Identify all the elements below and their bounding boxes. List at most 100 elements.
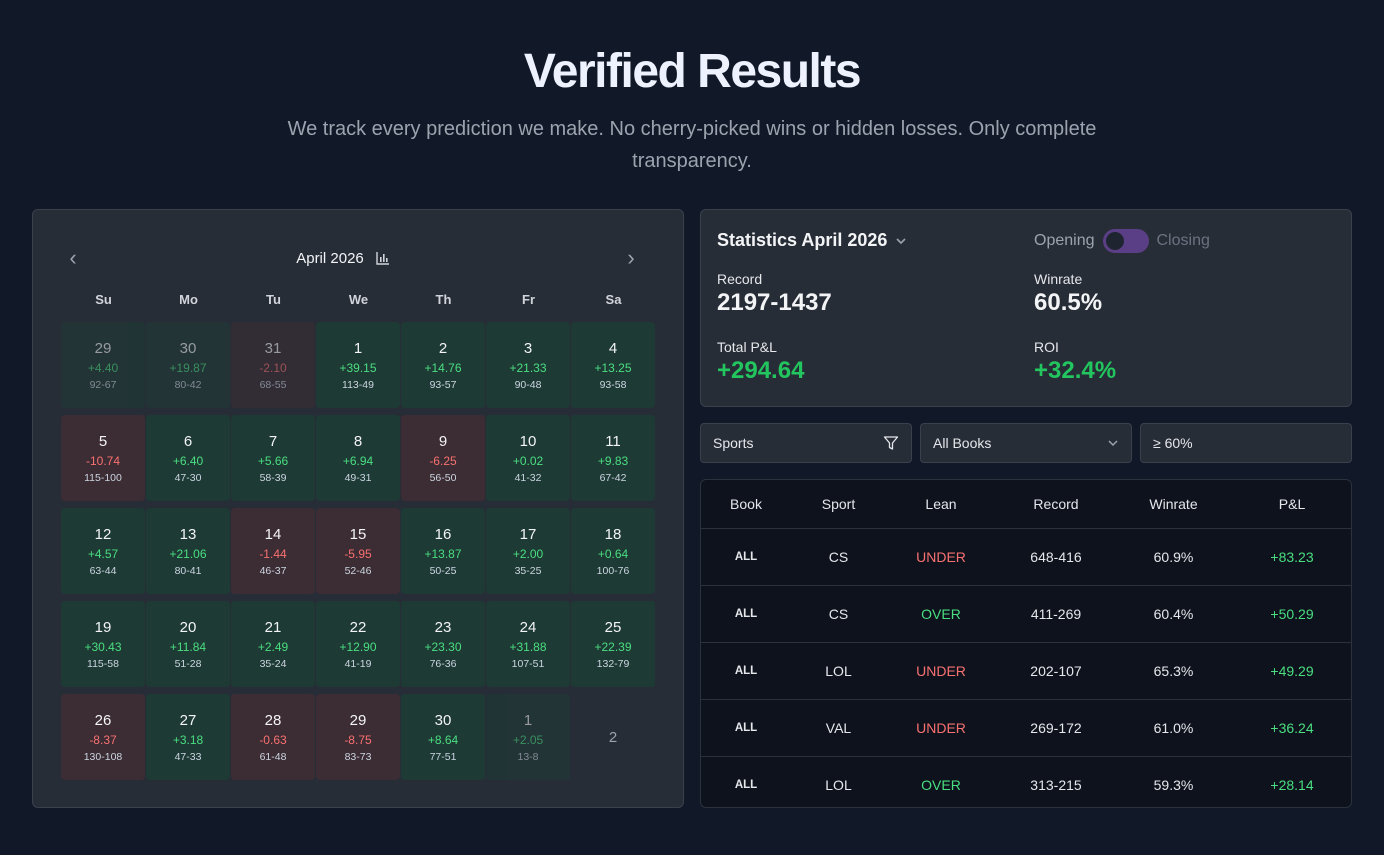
calendar-day[interactable]: 14 -1.44 46-37: [231, 508, 315, 594]
day-number: 4: [608, 339, 618, 357]
calendar-day[interactable]: 7 +5.66 58-39: [231, 415, 315, 501]
cell-sport: VAL: [825, 720, 852, 736]
day-number: 3: [523, 339, 533, 357]
day-number: 25: [604, 618, 622, 636]
day-pnl: +4.40: [87, 360, 119, 375]
calendar-day[interactable]: 9 -6.25 56-50: [401, 415, 485, 501]
stat-record-label: Record: [717, 271, 763, 287]
day-record: 100-76: [596, 564, 630, 577]
calendar-day[interactable]: 5 -10.74 115-100: [61, 415, 145, 501]
cell-sport: CS: [828, 606, 849, 622]
calendar-day[interactable]: 17 +2.00 35-25: [486, 508, 570, 594]
calendar-day[interactable]: 27 +3.18 47-33: [146, 694, 230, 780]
cell-book: ALL: [734, 722, 758, 734]
table-row[interactable]: ALL LOL UNDER 202-107 65.3% +49.29: [701, 643, 1351, 700]
calendar-day[interactable]: 30 +19.87 80-42: [146, 322, 230, 408]
table-row[interactable]: ALL CS UNDER 648-416 60.9% +83.23: [701, 529, 1351, 586]
calendar-day[interactable]: 4 +13.25 93-58: [571, 322, 655, 408]
calendar-day[interactable]: 8 +6.94 49-31: [316, 415, 400, 501]
calendar-day[interactable]: 19 +30.43 115-58: [61, 601, 145, 687]
calendar-day[interactable]: 30 +8.64 77-51: [401, 694, 485, 780]
opening-closing-toggle[interactable]: [1102, 229, 1149, 253]
chevron-left-icon[interactable]: ‹: [69, 245, 77, 270]
cell-winrate: 65.3%: [1153, 663, 1194, 679]
column-header[interactable]: Record: [1033, 496, 1079, 512]
column-header[interactable]: Winrate: [1149, 496, 1198, 512]
calendar-day[interactable]: 29 +4.40 92-67: [61, 322, 145, 408]
calendar-day[interactable]: 20 +11.84 51-28: [146, 601, 230, 687]
calendar-day[interactable]: 10 +0.02 41-32: [486, 415, 570, 501]
table-row[interactable]: ALL CS OVER 411-269 60.4% +50.29: [701, 586, 1351, 643]
day-record: 49-31: [344, 471, 372, 484]
statistics-period-dropdown[interactable]: Statistics April 2026: [717, 230, 907, 251]
calendar-day[interactable]: 26 -8.37 130-108: [61, 694, 145, 780]
calendar-day[interactable]: 13 +21.06 80-41: [146, 508, 230, 594]
table-row[interactable]: ALL LOL OVER 313-215 59.3% +28.14: [701, 757, 1351, 807]
weekday-label: Sa: [605, 292, 622, 307]
calendar-day[interactable]: 1 +2.05 13-8: [486, 694, 570, 780]
day-record: 132-79: [596, 657, 630, 670]
calendar-day[interactable]: 16 +13.87 50-25: [401, 508, 485, 594]
day-number: 7: [268, 432, 278, 450]
day-pnl: +5.66: [257, 453, 289, 468]
results-table: Book Sport Lean Record Winrate P&L ALL CS…: [700, 479, 1352, 808]
table-header: Book Sport Lean Record Winrate P&L: [701, 480, 1351, 529]
calendar-day[interactable]: 21 +2.49 35-24: [231, 601, 315, 687]
day-number: 23: [434, 618, 452, 636]
calendar-day[interactable]: 3 +21.33 90-48: [486, 322, 570, 408]
day-number: 5: [98, 432, 108, 450]
day-number: 8: [353, 432, 363, 450]
column-header[interactable]: P&L: [1278, 496, 1306, 512]
calendar-day[interactable]: 28 -0.63 61-48: [231, 694, 315, 780]
bar-chart-icon[interactable]: [376, 251, 390, 265]
calendar-grid: 29 +4.40 92-67 30 +19.87 80-42 31 -2.10 68-55 1 +3…: [61, 322, 655, 780]
weekday-header: Su Mo Tu We Th Fr Sa: [61, 292, 655, 307]
day-pnl: -8.75: [344, 732, 372, 747]
calendar-day[interactable]: 22 +12.90 41-19: [316, 601, 400, 687]
cell-pnl: +50.29: [1270, 606, 1314, 622]
day-pnl: +13.87: [424, 546, 462, 561]
day-record: 113-49: [342, 378, 374, 391]
calendar-header: April 2026: [33, 246, 653, 270]
cell-book: ALL: [734, 608, 758, 620]
column-header[interactable]: Book: [730, 496, 762, 512]
chevron-right-icon[interactable]: ›: [627, 245, 635, 270]
day-record: 90-48: [514, 378, 542, 391]
day-number: 15: [349, 525, 367, 543]
calendar-day[interactable]: 6 +6.40 47-30: [146, 415, 230, 501]
calendar-day[interactable]: 15 -5.95 52-46: [316, 508, 400, 594]
calendar-day[interactable]: 12 +4.57 63-44: [61, 508, 145, 594]
calendar-day: 2: [571, 694, 655, 780]
day-record: 52-46: [344, 564, 372, 577]
day-record: 58-39: [259, 471, 287, 484]
day-record: 35-25: [514, 564, 542, 577]
calendar-day[interactable]: 29 -8.75 83-73: [316, 694, 400, 780]
day-number: 11: [605, 432, 621, 450]
calendar-day[interactable]: 1 +39.15 113-49: [316, 322, 400, 408]
day-number: 10: [519, 432, 537, 450]
sports-filter-button[interactable]: Sports: [700, 423, 912, 463]
calendar-day[interactable]: 25 +22.39 132-79: [571, 601, 655, 687]
day-number: 22: [349, 618, 367, 636]
books-select[interactable]: All Books: [920, 423, 1132, 463]
table-row[interactable]: ALL VAL UNDER 269-172 61.0% +36.24: [701, 700, 1351, 757]
day-record: 61-48: [259, 750, 287, 763]
column-header[interactable]: Lean: [925, 496, 957, 512]
calendar-day[interactable]: 24 +31.88 107-51: [486, 601, 570, 687]
calendar-day[interactable]: 23 +23.30 76-36: [401, 601, 485, 687]
day-number: 17: [519, 525, 537, 543]
day-pnl: -6.25: [429, 453, 457, 468]
calendar-day[interactable]: 11 +9.83 67-42: [571, 415, 655, 501]
day-pnl: +0.64: [597, 546, 629, 561]
day-number: 20: [179, 618, 197, 636]
day-record: 67-42: [599, 471, 627, 484]
day-number: 9: [438, 432, 448, 450]
column-header[interactable]: Sport: [821, 496, 856, 512]
cell-record: 648-416: [1030, 549, 1082, 565]
calendar-day[interactable]: 18 +0.64 100-76: [571, 508, 655, 594]
calendar-day[interactable]: 31 -2.10 68-55: [231, 322, 315, 408]
winrate-threshold-input[interactable]: ≥ 60%: [1140, 423, 1352, 463]
day-number: 1: [523, 711, 533, 729]
calendar-day[interactable]: 2 +14.76 93-57: [401, 322, 485, 408]
cell-record: 313-215: [1030, 777, 1082, 793]
